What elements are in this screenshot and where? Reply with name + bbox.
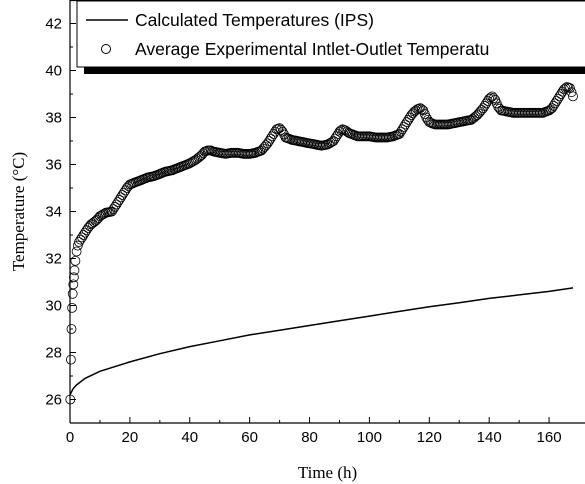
series-point-experimental <box>75 234 86 245</box>
series-line-calculated <box>69 287 574 396</box>
x-tick-label: 20 <box>122 429 139 446</box>
series-point-experimental <box>550 98 560 109</box>
series-point-experimental <box>114 194 125 205</box>
series-point-experimental <box>416 104 427 115</box>
series-point-experimental <box>262 138 273 149</box>
series-point-experimental <box>65 394 76 405</box>
legend-entry-calculated: Calculated Temperatures (IPS) <box>135 10 374 30</box>
series-point-experimental <box>78 230 89 240</box>
y-tick-label: 34 <box>45 204 62 221</box>
y-tick-label: 40 <box>45 63 62 80</box>
series-point-experimental <box>70 255 81 266</box>
series-point-experimental <box>410 105 421 116</box>
y-tick-label: 32 <box>45 251 62 268</box>
x-tick-label: 40 <box>181 429 198 446</box>
series-point-experimental <box>397 124 408 135</box>
series-point-experimental <box>77 232 87 243</box>
series-point-experimental <box>413 103 424 114</box>
series-point-experimental <box>264 136 275 146</box>
legend-underline-bar <box>84 67 585 74</box>
series-point-experimental <box>563 82 574 93</box>
series-point-experimental <box>398 122 409 132</box>
series-point-experimental <box>66 324 77 334</box>
series-point-experimental <box>67 302 77 313</box>
series-point-experimental <box>328 136 339 146</box>
x-axis-label: Time (h) <box>298 463 357 482</box>
series-point-experimental <box>401 117 412 128</box>
series-point-experimental <box>110 201 120 212</box>
series-point-experimental <box>568 91 578 102</box>
y-tick-label: 26 <box>45 392 62 409</box>
y-tick-label: 36 <box>45 157 62 174</box>
legend-circle-sample <box>101 44 111 54</box>
series-point-experimental <box>403 115 414 125</box>
x-tick-label: 140 <box>477 429 502 446</box>
legend-box <box>76 0 585 68</box>
series-point-experimental <box>116 192 126 203</box>
series-point-experimental <box>478 103 489 113</box>
series-point-experimental <box>336 125 346 136</box>
x-tick-label: 160 <box>537 429 562 446</box>
y-tick-label: 28 <box>45 345 62 362</box>
series-point-experimental <box>547 103 557 113</box>
series-point-experimental <box>107 206 117 217</box>
legend: Calculated Temperatures (IPS) Average Ex… <box>76 0 585 74</box>
series-point-experimental <box>71 246 82 257</box>
series-point-experimental <box>183 158 194 169</box>
series-point-experimental <box>111 199 122 210</box>
x-tick-label: 60 <box>241 429 258 446</box>
series-point-experimental <box>67 288 78 299</box>
series-point-experimental <box>277 126 288 137</box>
legend-entry-experimental: Average Experimental Intlet-Outlet Tempe… <box>135 39 489 59</box>
series-point-experimental <box>553 93 563 104</box>
x-tick-label: 80 <box>301 429 318 446</box>
series-point-experimental <box>66 354 76 365</box>
y-tick-label: 38 <box>45 110 62 127</box>
series-point-experimental <box>484 93 495 104</box>
series-point-experimental <box>485 92 496 103</box>
series-point-experimental <box>548 100 559 111</box>
y-axis-label: Temperature (°C) <box>9 152 28 271</box>
series-point-experimental <box>559 84 569 95</box>
series-point-experimental <box>394 129 405 139</box>
series-point-experimental <box>98 209 108 220</box>
series-point-experimental <box>119 187 129 198</box>
series-point-experimental <box>488 93 499 103</box>
series-point-experimental <box>566 87 577 98</box>
series-point-experimental <box>69 265 80 276</box>
series-point-experimental <box>395 126 406 137</box>
y-ticks: 26 28 30 32 34 36 38 40 42 <box>45 16 76 409</box>
x-ticks: 0 20 40 60 80 100 120 140 160 <box>66 417 562 446</box>
series-point-experimental <box>487 91 498 102</box>
series-layer <box>65 82 578 405</box>
series-point-experimental <box>554 91 565 102</box>
series-point-experimental <box>494 103 505 114</box>
series-point-experimental <box>479 100 490 111</box>
y-tick-label: 30 <box>45 298 62 315</box>
x-tick-label: 100 <box>357 429 382 446</box>
series-point-experimental <box>113 197 123 208</box>
x-tick-label: 0 <box>66 429 74 446</box>
series-point-experimental <box>68 279 79 290</box>
series-point-experimental <box>69 272 79 283</box>
x-tick-label: 120 <box>417 429 442 446</box>
series-point-experimental <box>276 124 287 135</box>
y-tick-label: 42 <box>45 16 62 33</box>
series-point-experimental <box>267 131 278 142</box>
